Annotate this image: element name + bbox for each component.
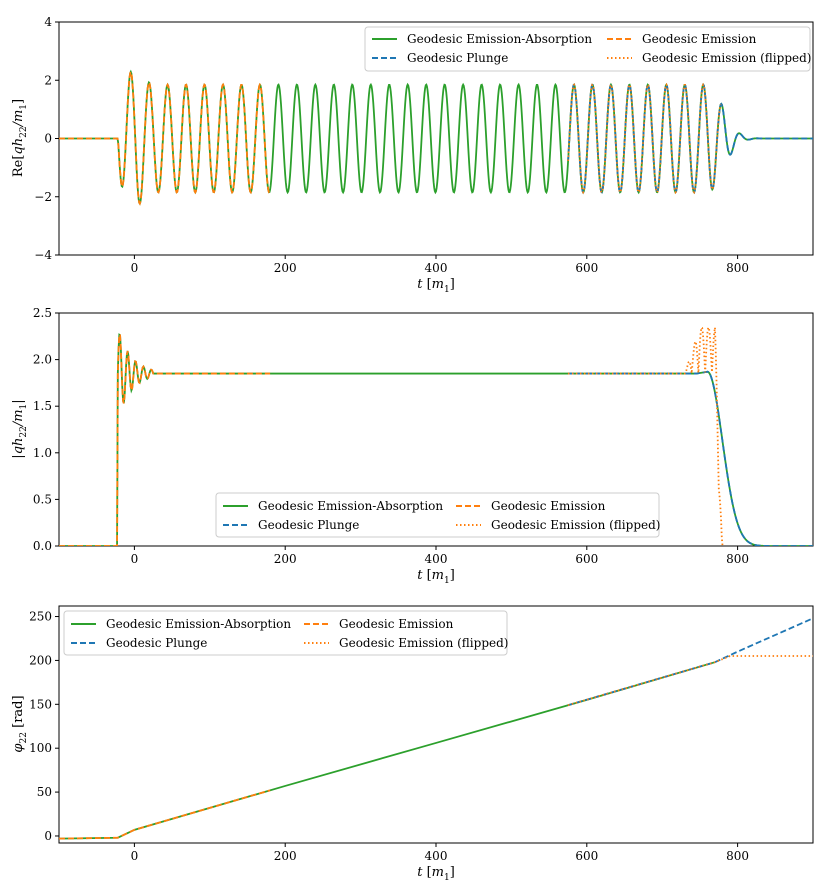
legend-entry-emission-flipped: Geodesic Emission (flipped): [491, 518, 660, 532]
series-lines: [59, 69, 813, 206]
legend-entry-emission-flipped: Geodesic Emission (flipped): [642, 51, 811, 65]
legend-entry-emission-absorption: Geodesic Emission-Absorption: [407, 32, 592, 46]
x-tick-label: 800: [726, 552, 749, 566]
y-tick-label: 150: [29, 697, 52, 711]
y-tick-label: 100: [29, 741, 52, 755]
series-emission: [59, 69, 270, 206]
axis-ticks: 0 200 400 600 800 0 50 100 150 200 250: [29, 610, 749, 863]
y-tick-label: 0: [44, 829, 52, 843]
legend-box: [63, 610, 508, 656]
legend-entry-emission-flipped: Geodesic Emission (flipped): [339, 636, 508, 650]
y-axis-label-text: Re[qh22/m1]: [11, 99, 29, 177]
series-emission-flipped: [567, 82, 722, 195]
series-lines: [59, 617, 813, 840]
x-tick-label: 600: [575, 552, 598, 566]
x-tick-label: 400: [425, 849, 448, 863]
y-tick-label: 4: [44, 15, 52, 29]
y-tick-label: 0.0: [33, 539, 52, 553]
x-axis-label: t [m1]: [417, 865, 455, 883]
y-tick-label: 200: [29, 653, 52, 667]
y-tick-label: 2: [44, 73, 52, 87]
panel-amplitude: 0 200 400 600 800 0.0 0.5 1.0 1.5 2.0 2.5 |qh22/m1…: [11, 306, 814, 586]
series-emission-flipped: [567, 325, 724, 546]
x-tick-label: 800: [726, 261, 749, 275]
axis-ticks: 0 200 400 600 800 −4 −2 0 2 4: [34, 15, 749, 275]
x-tick-label: 200: [274, 849, 297, 863]
y-axis-label: φ22 [rad]: [11, 695, 29, 752]
legend: Geodesic Emission-Absorption Geodesic Pl…: [364, 26, 811, 72]
legend-entry-emission: Geodesic Emission: [491, 499, 606, 513]
axis-ticks: 0 200 400 600 800 0.0 0.5 1.0 1.5 2.0 2.5: [33, 306, 749, 566]
legend-entry-emission: Geodesic Emission: [642, 32, 757, 46]
legend: Geodesic Emission-Absorption Geodesic Pl…: [215, 492, 660, 538]
legend-entry-plunge: Geodesic Plunge: [407, 51, 508, 65]
series-emission-flipped: [567, 655, 813, 707]
legend-entry-plunge: Geodesic Plunge: [258, 518, 359, 532]
y-tick-label: 2.5: [33, 306, 52, 320]
x-tick-label: 400: [425, 261, 448, 275]
y-tick-label: −2: [34, 190, 52, 204]
series-lines: [59, 325, 813, 546]
x-tick-label: 400: [425, 552, 448, 566]
legend-entry-emission: Geodesic Emission: [339, 617, 454, 631]
y-tick-label: 1.5: [33, 399, 52, 413]
legend-entry-emission-absorption: Geodesic Emission-Absorption: [106, 617, 291, 631]
legend: Geodesic Emission-Absorption Geodesic Pl…: [63, 610, 508, 656]
y-tick-label: 50: [37, 785, 52, 799]
x-axis-label: t [m1]: [417, 568, 455, 586]
y-axis-label-text: φ22 [rad]: [11, 695, 29, 752]
panel-phase: 0 200 400 600 800 0 50 100 150 200 250 φ22 [rad] t…: [11, 605, 814, 883]
y-tick-label: 1.0: [33, 446, 52, 460]
y-tick-label: 0: [44, 132, 52, 146]
x-tick-label: 0: [131, 849, 139, 863]
x-tick-label: 200: [274, 552, 297, 566]
y-axis-label-text: |qh22/m1|: [11, 399, 29, 458]
x-tick-label: 600: [575, 849, 598, 863]
legend-box: [215, 492, 660, 538]
x-tick-label: 600: [575, 261, 598, 275]
x-tick-label: 800: [726, 849, 749, 863]
y-tick-label: 2.0: [33, 353, 52, 367]
x-tick-label: 200: [274, 261, 297, 275]
legend-entry-plunge: Geodesic Plunge: [106, 636, 207, 650]
y-tick-label: −4: [34, 248, 52, 262]
y-axis-label: Re[qh22/m1]: [11, 99, 29, 177]
y-axis-label: |qh22/m1|: [11, 399, 29, 458]
x-tick-label: 0: [131, 552, 139, 566]
x-axis-label: t [m1]: [417, 277, 455, 295]
legend-box: [364, 26, 811, 72]
x-tick-label: 0: [131, 261, 139, 275]
y-tick-label: 0.5: [33, 492, 52, 506]
y-tick-label: 250: [29, 610, 52, 624]
legend-entry-emission-absorption: Geodesic Emission-Absorption: [258, 499, 443, 513]
series-emission: [59, 789, 271, 840]
